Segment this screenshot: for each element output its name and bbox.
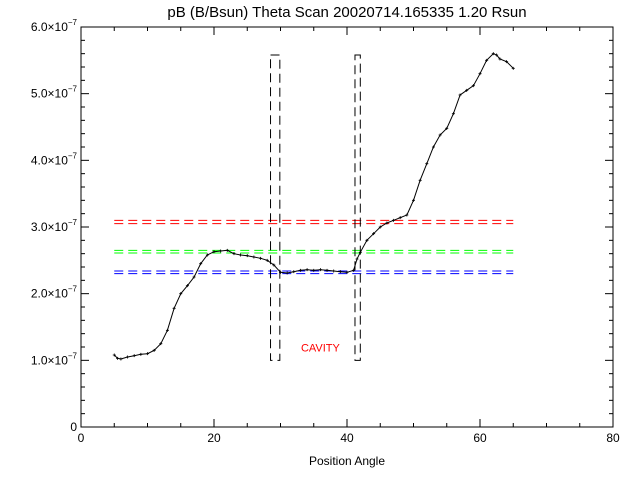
data-point — [491, 52, 495, 56]
x-axis-label: Position Angle — [309, 454, 385, 468]
y-tick-label: 4.0×10−7 — [31, 151, 78, 167]
y-tick-label: 1.0×10−7 — [31, 351, 78, 367]
data-point — [372, 232, 376, 236]
data-point — [438, 133, 442, 137]
cavity-boxes — [270, 54, 361, 361]
data-point — [405, 213, 409, 217]
data-point — [192, 275, 196, 279]
data-point — [505, 60, 509, 64]
data-point — [412, 198, 415, 202]
data-point — [385, 221, 389, 225]
data-point — [325, 268, 329, 272]
data-point — [345, 270, 349, 274]
data-point — [139, 352, 143, 356]
data-point — [485, 58, 489, 62]
data-point — [152, 348, 156, 352]
data-point — [212, 250, 216, 254]
data-point — [365, 238, 369, 242]
series-group — [112, 52, 515, 361]
data-point — [272, 263, 276, 267]
data-point — [292, 270, 296, 274]
data-point — [332, 269, 336, 273]
y-tick-label: 2.0×10−7 — [31, 285, 78, 301]
data-point — [445, 126, 449, 130]
data-point — [498, 57, 502, 61]
data-point — [265, 258, 269, 262]
data-point — [465, 88, 469, 92]
data-point — [252, 255, 256, 259]
data-point — [478, 72, 482, 76]
data-point — [119, 357, 123, 361]
data-point — [199, 262, 203, 266]
chart-title: pB (B/Bsun) Theta Scan 20020714.165335 1… — [167, 4, 526, 21]
data-point — [458, 93, 462, 97]
y-tick-label: 0 — [70, 420, 77, 434]
x-tick-label: 80 — [606, 431, 620, 445]
data-point — [225, 248, 229, 252]
x-tick-label: 0 — [78, 431, 85, 445]
data-point — [378, 225, 382, 229]
data-point — [259, 256, 263, 260]
annotations: CAVITY — [301, 343, 341, 355]
data-point — [305, 268, 309, 272]
data-point — [132, 354, 136, 358]
data-point — [172, 306, 176, 310]
x-axis-ticks: 0 20 40 60 80 — [78, 27, 620, 445]
cavity-label: CAVITY — [301, 343, 341, 355]
data-point — [179, 292, 183, 296]
y-tick-label: 6.0×10−7 — [31, 18, 78, 34]
data-point — [338, 270, 342, 274]
data-point — [239, 253, 243, 257]
data-point — [312, 268, 316, 272]
cavity-box — [354, 54, 361, 361]
data-point — [471, 84, 475, 88]
y-tick-label: 5.0×10−7 — [31, 85, 78, 101]
data-point — [398, 216, 402, 220]
data-point — [245, 254, 249, 258]
data-point — [418, 178, 422, 182]
reference-lines — [114, 219, 514, 275]
data-point — [185, 284, 189, 288]
data-point — [511, 66, 515, 70]
data-point — [358, 250, 362, 254]
data-point — [285, 271, 289, 275]
data-point — [205, 253, 209, 257]
data-point — [232, 252, 236, 256]
data-point — [219, 249, 223, 253]
data-point — [165, 328, 169, 332]
data-point — [159, 342, 163, 346]
data-point — [279, 270, 282, 274]
x-tick-label: 60 — [473, 431, 487, 445]
data-point — [425, 162, 429, 166]
data-point — [355, 257, 359, 261]
y-axis-ticks: 0 1.0×10−7 2.0×10−7 3.0×10−7 4.0×10−7 5.0×10−… — [31, 18, 613, 434]
data-point — [116, 356, 120, 360]
data-point — [392, 218, 396, 222]
data-point — [318, 268, 322, 272]
data-point — [298, 268, 302, 272]
data-point — [112, 353, 116, 357]
x-tick-label: 40 — [340, 431, 354, 445]
data-point — [126, 355, 130, 359]
data-point — [352, 268, 356, 272]
data-point — [146, 352, 149, 356]
data-point — [431, 145, 435, 149]
y-tick-label: 3.0×10−7 — [31, 218, 78, 234]
x-tick-label: 20 — [207, 431, 221, 445]
plot-frame — [80, 26, 614, 428]
series-line — [113, 53, 514, 360]
data-point — [495, 53, 499, 57]
cavity-box — [270, 54, 281, 361]
data-point — [451, 112, 455, 116]
